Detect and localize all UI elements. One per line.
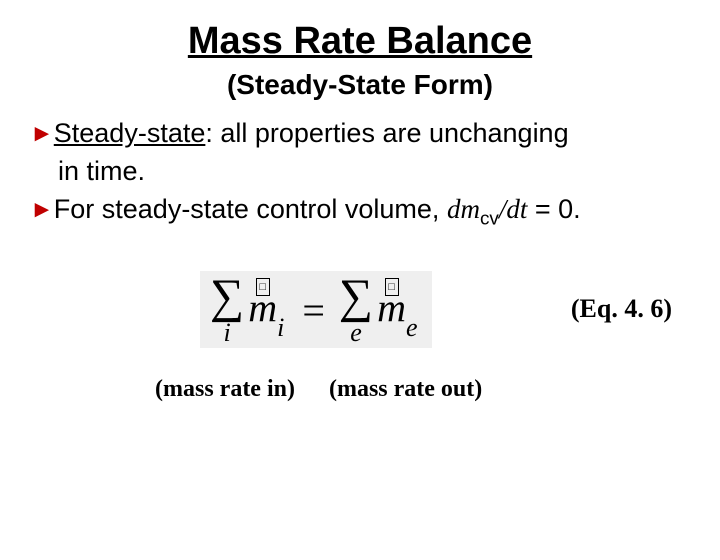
mdot-box-right: □	[385, 278, 399, 296]
caption-out: (mass rate out)	[329, 376, 482, 403]
mdot-box-left: □	[256, 278, 270, 296]
sub-i: i	[277, 313, 284, 342]
bullet-1-lead: Steady-state	[54, 118, 206, 148]
sum-right: ∑ e	[339, 275, 373, 346]
bullet-1-line1: ►Steady-state: all properties are unchan…	[30, 117, 690, 151]
bullet-2-eq: = 0	[527, 194, 573, 224]
caption-row: (mass rate in) (mass rate out)	[30, 376, 690, 403]
bullet-2-cv: cv	[480, 208, 499, 229]
body-area: ►Steady-state: all properties are unchan…	[30, 117, 690, 403]
bullet-1-rest: : all properties are unchanging	[205, 118, 568, 148]
bullet-2-dm: dm	[447, 194, 480, 224]
bullet-2-dot: .	[573, 194, 581, 224]
sum-index-i: i	[223, 320, 230, 346]
bullet-2-dt: dt	[506, 194, 527, 224]
bullet-2-text-a: For steady-state control volume,	[54, 194, 447, 224]
sum-left: ∑ i	[210, 275, 244, 346]
equation-label: (Eq. 4. 6)	[571, 294, 672, 324]
sigma-icon: ∑	[339, 275, 373, 318]
page-title: Mass Rate Balance	[0, 20, 720, 63]
triangle-icon: ►	[30, 120, 54, 147]
page-subtitle: (Steady-State Form)	[0, 69, 720, 101]
term-mi: □ m i	[248, 284, 284, 337]
triangle-icon: ►	[30, 196, 54, 223]
sum-index-e: e	[350, 320, 362, 346]
equation-row: ∑ i □ m i = ∑ e □ m e (Eq. 4. 6)	[30, 271, 690, 348]
caption-in: (mass rate in)	[155, 376, 295, 403]
bullet-2: ►For steady-state control volume, dmcv/d…	[30, 193, 690, 231]
sigma-icon: ∑	[210, 275, 244, 318]
bullet-1-line2: in time.	[58, 155, 690, 189]
sub-e: e	[406, 313, 418, 342]
term-me: □ m e	[377, 284, 417, 337]
equals-sign: =	[302, 287, 325, 334]
equation-box: ∑ i □ m i = ∑ e □ m e	[200, 271, 432, 348]
